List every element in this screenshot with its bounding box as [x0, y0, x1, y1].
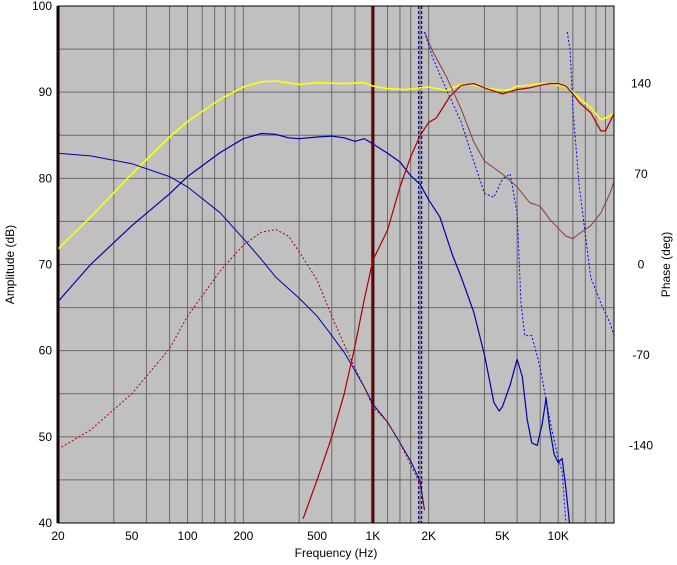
series-line: [58, 229, 425, 511]
y2-tick-label: 70: [634, 167, 648, 181]
x-tick-label: 2K: [421, 529, 436, 543]
y-tick-label: 80: [39, 171, 53, 185]
y2-axis-title: Phase (deg): [659, 232, 673, 297]
y-tick-label: 60: [39, 344, 53, 358]
x-tick-label: 20: [51, 529, 65, 543]
series-line: [302, 83, 614, 519]
series-line: [58, 152, 425, 511]
y2-tick-label: 0: [638, 258, 645, 272]
x-tick-label: 100: [178, 529, 198, 543]
x-tick-label: 5K: [495, 529, 510, 543]
x-tick-label: 1K: [366, 529, 381, 543]
x-tick-label: 50: [125, 529, 139, 543]
series-line: [424, 31, 614, 240]
y2-tick-label: -70: [632, 348, 650, 362]
y-tick-label: 100: [32, 0, 52, 13]
x-tick-label: 200: [233, 529, 253, 543]
x-tick-label: 500: [307, 529, 327, 543]
series-line: [58, 132, 571, 523]
x-tick-label: 10K: [548, 529, 569, 543]
x-axis-title: Frequency (Hz): [295, 546, 378, 560]
y-tick-label: 40: [39, 516, 53, 530]
y2-tick-label: -140: [629, 438, 653, 452]
plot-border: [57, 5, 615, 524]
y-tick-label: 90: [39, 85, 53, 99]
y2-tick-label: 140: [631, 77, 651, 91]
y-tick-label: 50: [39, 430, 53, 444]
y-axis-title: Amplitude (dB): [3, 225, 17, 304]
y-tick-label: 70: [39, 258, 53, 272]
series-line: [424, 31, 614, 523]
